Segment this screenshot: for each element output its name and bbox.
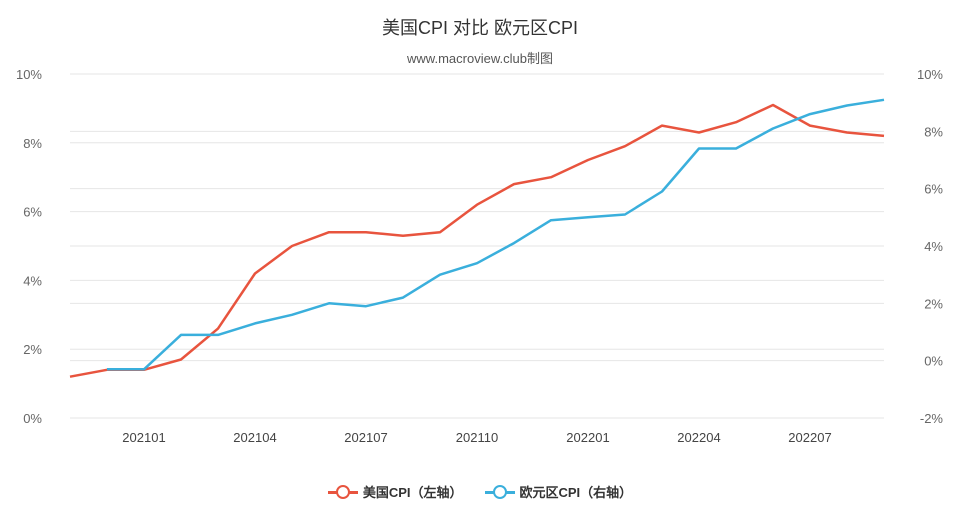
series-line-us-cpi xyxy=(69,103,885,378)
legend-item-us-cpi[interactable]: 美国CPI（左轴） xyxy=(327,482,463,501)
x-tick-label: 202110 xyxy=(456,430,498,445)
x-tick-label: 202204 xyxy=(677,430,720,445)
y-right-tick-label: 8% xyxy=(924,124,943,139)
y-left-tick-label: 0% xyxy=(23,411,42,426)
y-left-tick-label: 10% xyxy=(16,67,42,82)
y-left-tick-label: 4% xyxy=(23,273,42,288)
legend-label: 美国CPI（左轴） xyxy=(362,485,463,500)
x-tick-label: 202107 xyxy=(344,430,387,445)
y-right-tick-label: 10% xyxy=(917,67,943,82)
y-right-tick-label: 2% xyxy=(924,296,943,311)
x-tick-label: 202104 xyxy=(233,430,276,445)
legend-marker-icon xyxy=(327,484,358,499)
x-tick-label: 202101 xyxy=(122,430,165,445)
y-right-tick-label: 4% xyxy=(924,239,943,254)
x-tick-label: 202207 xyxy=(788,430,831,445)
y-right-tick-label: 0% xyxy=(924,354,943,369)
legend-marker-icon xyxy=(484,484,515,499)
chart-title: 美国CPI 对比 欧元区CPI xyxy=(381,18,578,38)
legend-label: 欧元区CPI（右轴） xyxy=(519,485,633,500)
legend-item-eu-cpi[interactable]: 欧元区CPI（右轴） xyxy=(484,482,633,501)
y-left-tick-label: 8% xyxy=(23,136,42,151)
chart-subtitle: www.macroview.club制图 xyxy=(407,51,553,66)
x-tick-label: 202201 xyxy=(566,430,609,445)
y-right-tick-label: -2% xyxy=(920,411,944,426)
legend: 美国CPI（左轴） 欧元区CPI（右轴） xyxy=(0,482,960,501)
y-left-tick-label: 6% xyxy=(23,205,42,220)
y-right-tick-label: 6% xyxy=(924,182,943,197)
y-left-tick-label: 2% xyxy=(23,342,42,357)
series-line-eu-cpi xyxy=(107,98,885,371)
